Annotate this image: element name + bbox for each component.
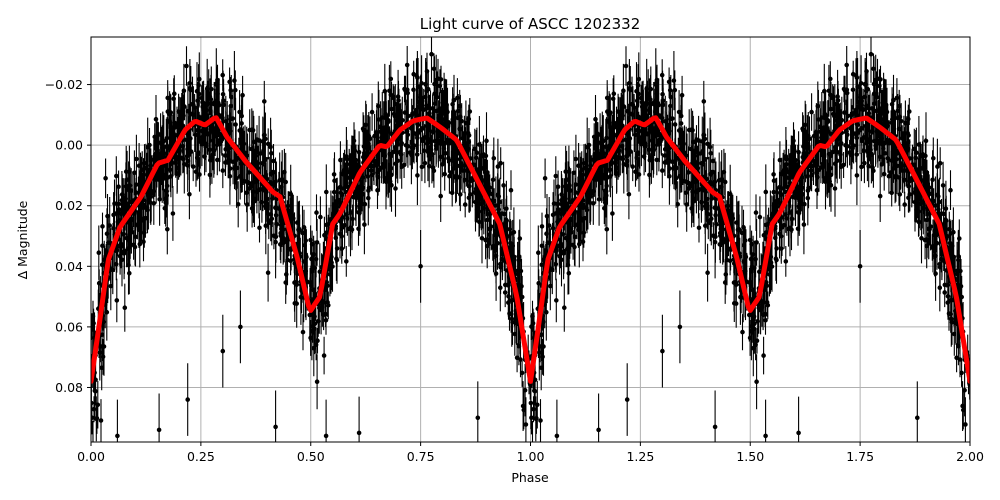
x-tick-label: 0.75	[407, 449, 435, 464]
x-axis-label: Phase	[511, 470, 549, 485]
x-tick-label: 1.50	[736, 449, 764, 464]
x-tick-label: 1.75	[846, 449, 874, 464]
y-tick-label: 0.08	[55, 380, 83, 395]
y-tick-label: 0.02	[55, 198, 83, 213]
y-axis-ticks: −0.02 0.00 0.02 0.04 0.06 0.08	[45, 77, 91, 395]
x-tick-label: 0.25	[187, 449, 215, 464]
y-tick-label: 0.06	[55, 319, 83, 334]
y-axis-label: Δ Magnitude	[15, 200, 30, 279]
x-tick-label: 1.25	[626, 449, 654, 464]
chart-title: Light curve of ASCC 1202332	[420, 15, 641, 33]
x-tick-label: 1.00	[517, 449, 545, 464]
x-tick-label: 0.50	[297, 449, 325, 464]
x-axis-ticks: 0.00 0.25 0.50 0.75 1.00 1.25 1.50 1.75 2.00	[77, 442, 984, 464]
model-line	[91, 115, 970, 384]
y-tick-label: −0.02	[45, 77, 83, 92]
y-tick-label: 0.04	[55, 259, 83, 274]
x-tick-label: 0.00	[77, 449, 105, 464]
y-tick-label: 0.00	[55, 138, 83, 153]
x-tick-label: 2.00	[956, 449, 984, 464]
model-curve	[91, 115, 970, 384]
